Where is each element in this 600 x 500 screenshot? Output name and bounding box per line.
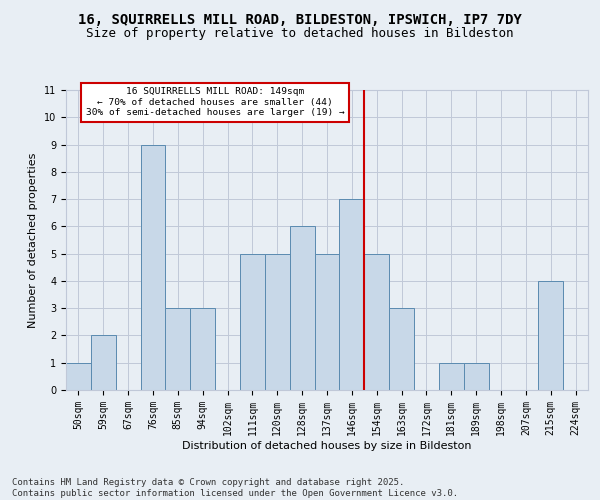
Bar [538,281,563,390]
Bar [140,144,166,390]
Bar [340,199,364,390]
Bar [91,336,116,390]
Bar [314,254,340,390]
X-axis label: Distribution of detached houses by size in Bildeston: Distribution of detached houses by size … [182,440,472,450]
Bar [439,362,464,390]
Bar [240,254,265,390]
Bar [389,308,414,390]
Bar [290,226,314,390]
Bar [464,362,488,390]
Bar [166,308,190,390]
Bar [364,254,389,390]
Bar [265,254,290,390]
Y-axis label: Number of detached properties: Number of detached properties [28,152,38,328]
Bar [66,362,91,390]
Text: Contains HM Land Registry data © Crown copyright and database right 2025.
Contai: Contains HM Land Registry data © Crown c… [12,478,458,498]
Text: 16, SQUIRRELLS MILL ROAD, BILDESTON, IPSWICH, IP7 7DY: 16, SQUIRRELLS MILL ROAD, BILDESTON, IPS… [78,12,522,26]
Text: Size of property relative to detached houses in Bildeston: Size of property relative to detached ho… [86,28,514,40]
Bar [190,308,215,390]
Text: 16 SQUIRRELLS MILL ROAD: 149sqm
← 70% of detached houses are smaller (44)
30% of: 16 SQUIRRELLS MILL ROAD: 149sqm ← 70% of… [86,88,344,117]
